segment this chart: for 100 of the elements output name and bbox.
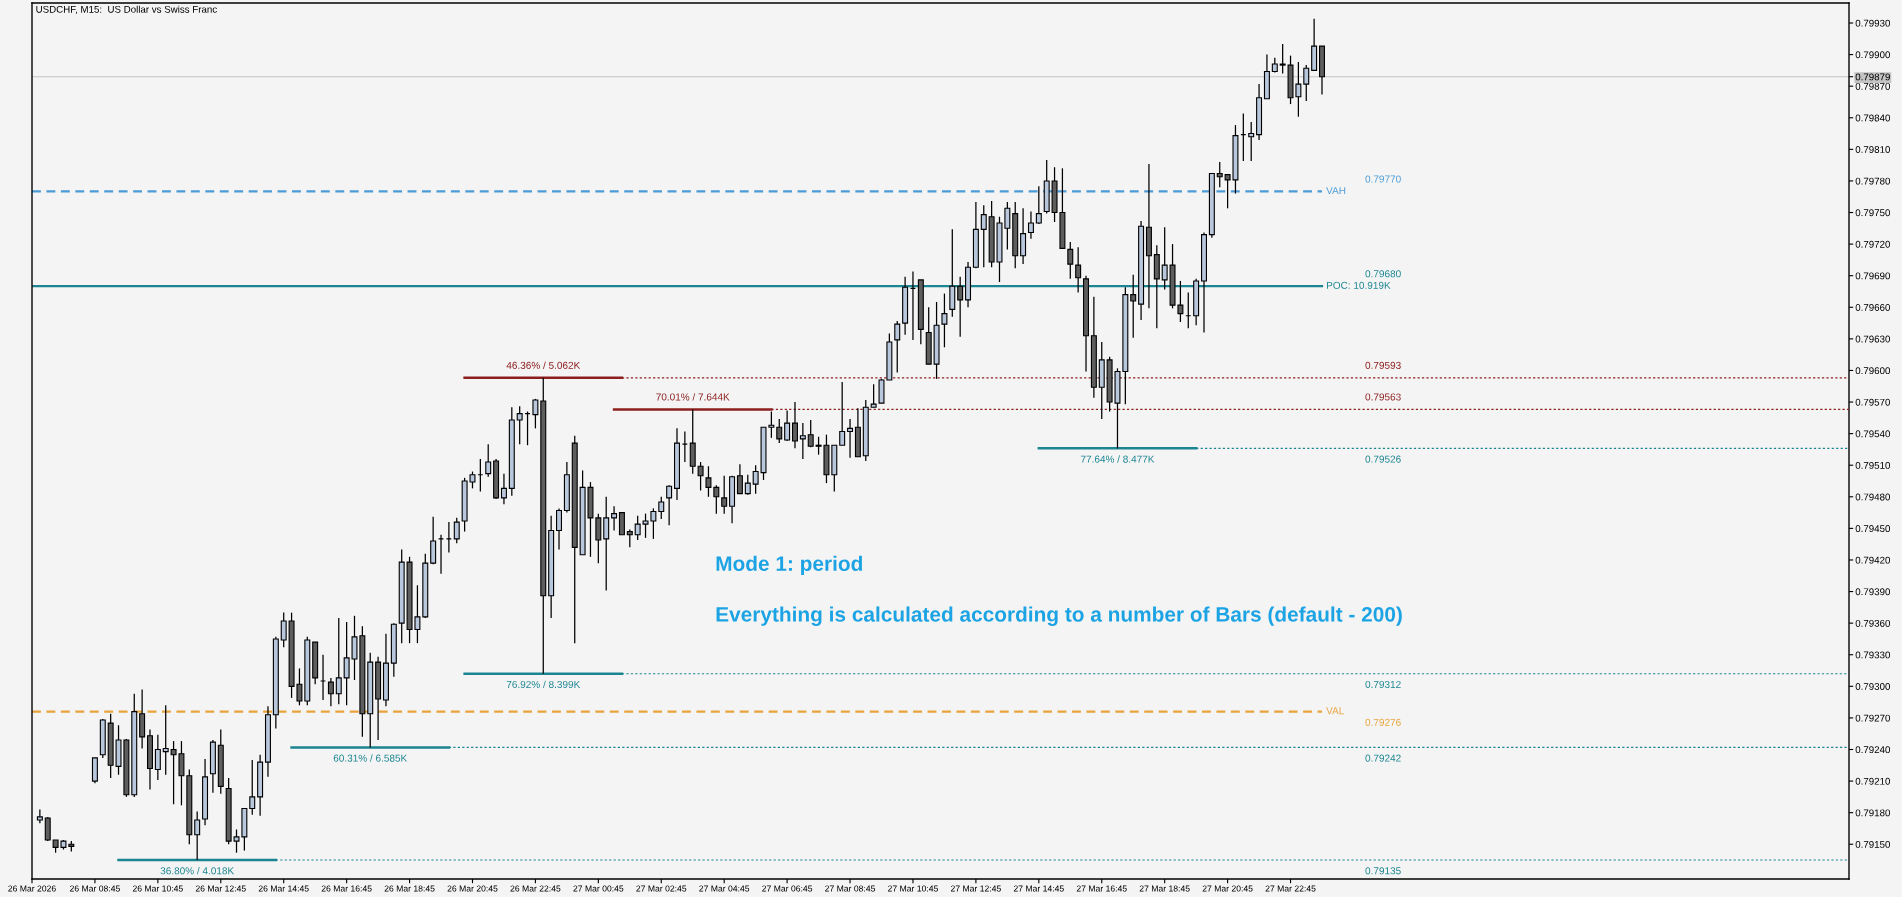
- y-tick-label: 0.79480: [1855, 493, 1891, 501]
- candlestick: [666, 484, 673, 526]
- candlestick: [697, 461, 704, 492]
- x-tick-label: 26 Mar 10:45: [132, 885, 183, 892]
- y-tick-label: 0.79879: [1855, 73, 1890, 81]
- candlestick: [516, 405, 523, 445]
- y-tick-label: 0.79390: [1855, 588, 1891, 596]
- annotation: 0.79526: [1365, 455, 1401, 463]
- y-tick-label: 0.79570: [1855, 398, 1891, 406]
- candlestick: [980, 204, 987, 268]
- candlestick: [194, 810, 201, 861]
- x-tick-label: 27 Mar 08:45: [825, 885, 876, 892]
- x-tick-label: 27 Mar 16:45: [1076, 885, 1127, 892]
- y-tick-label: 0.79870: [1855, 82, 1891, 90]
- candlestick: [658, 496, 665, 520]
- candlestick: [784, 409, 791, 442]
- x-tick-label: 26 Mar 20:45: [447, 885, 498, 892]
- candlestick: [445, 521, 452, 554]
- x-tick-label: 26 Mar 08:45: [69, 885, 120, 892]
- annotation: VAL: [1326, 707, 1344, 715]
- candlestick: [839, 381, 846, 446]
- annotation: 60.31% / 6.585K: [333, 754, 408, 762]
- x-tick-label: 26 Mar 12:45: [195, 885, 246, 892]
- candlestick: [1216, 161, 1223, 188]
- y-tick-label: 0.79540: [1855, 430, 1891, 438]
- candlestick: [556, 507, 563, 551]
- candlestick: [532, 398, 539, 429]
- annotation: 70.01% / 7.644K: [656, 393, 730, 401]
- candlestick: [957, 276, 964, 338]
- candlestick: [91, 757, 98, 784]
- y-tick-label: 0.79930: [1855, 19, 1891, 27]
- x-tick-label: 26 Mar 14:45: [258, 885, 309, 892]
- y-tick-label: 0.79810: [1855, 146, 1891, 153]
- annotation: 0.79242: [1365, 754, 1401, 762]
- annotation: 76.92% / 8.399K: [506, 680, 581, 688]
- x-tick-label: 26 Mar 2026: [8, 885, 56, 892]
- candlestick: [485, 443, 492, 478]
- y-tick-label: 0.79510: [1855, 461, 1891, 469]
- x-tick-label: 26 Mar 16:45: [321, 885, 372, 892]
- candlestick: [36, 808, 43, 824]
- annotation: 77.64% / 8.477K: [1081, 455, 1155, 463]
- y-tick-label: 0.79420: [1855, 556, 1891, 564]
- candlestick: [1075, 246, 1082, 294]
- x-tick-label: 27 Mar 10:45: [888, 885, 938, 892]
- annotation: 36.80% / 4.018K: [160, 866, 235, 875]
- candlestick: [894, 320, 901, 374]
- x-tick-label: 27 Mar 14:45: [1013, 885, 1064, 892]
- candlestick: [721, 475, 728, 515]
- y-tick-label: 0.79750: [1855, 209, 1891, 217]
- candlestick: [1020, 207, 1027, 265]
- y-tick-label: 0.79450: [1855, 525, 1891, 533]
- annotation: Everything is calculated according to a number of Bars (default - 200): [716, 606, 1402, 626]
- y-tick-label: 0.79240: [1855, 746, 1891, 754]
- candlestick: [139, 688, 146, 750]
- candlestick: [1035, 185, 1042, 225]
- y-tick-label: 0.79690: [1855, 272, 1891, 280]
- ref-line-label: 0.79770: [1365, 175, 1401, 183]
- candlestick: [941, 292, 948, 348]
- candlestick: [611, 505, 618, 532]
- x-tick-label: 26 Mar 18:45: [384, 885, 435, 892]
- ref-line-label: 0.79276: [1365, 718, 1401, 726]
- candlestick: [744, 474, 751, 496]
- x-tick-label: 27 Mar 06:45: [762, 885, 813, 892]
- x-tick-label: 27 Mar 02:45: [636, 885, 687, 892]
- candlestick: [327, 677, 334, 707]
- candlestick: [430, 516, 437, 565]
- candlestick: [335, 617, 342, 705]
- x-tick-label: 27 Mar 04:45: [699, 885, 750, 892]
- y-tick-label: 0.79720: [1855, 240, 1891, 248]
- x-tick-label: 27 Mar 20:45: [1202, 885, 1253, 892]
- y-tick-label: 0.79660: [1855, 304, 1891, 311]
- annotation: 0.79312: [1365, 680, 1401, 688]
- candlestick: [500, 473, 507, 505]
- y-tick-label: 0.79180: [1855, 809, 1891, 817]
- x-tick-label: 27 Mar 22:45: [1265, 885, 1316, 892]
- y-tick-label: 0.79300: [1855, 683, 1891, 690]
- y-tick-label: 0.79630: [1855, 335, 1891, 343]
- candlestick: [1130, 274, 1137, 339]
- ref-line-label: 0.79680: [1365, 270, 1401, 278]
- x-tick-label: 26 Mar 22:45: [510, 885, 561, 892]
- candlestick: [791, 401, 798, 449]
- annotation: VAH: [1326, 187, 1346, 195]
- candlestick: [799, 422, 806, 460]
- candlestick: [689, 408, 696, 475]
- candlestick: [1248, 121, 1255, 162]
- candlestick: [736, 463, 743, 495]
- candlestick: [154, 734, 161, 781]
- annotation: 0.79135: [1365, 867, 1401, 875]
- candlestick: [776, 418, 783, 444]
- candlestick: [1303, 64, 1310, 102]
- y-tick-label: 0.79210: [1855, 777, 1891, 785]
- x-tick-label: 27 Mar 00:45: [573, 885, 624, 892]
- x-tick-label: 27 Mar 18:45: [1139, 885, 1190, 892]
- candlestick: [1027, 210, 1034, 240]
- annotation: POC: 10.919K: [1326, 281, 1391, 289]
- candlestick: [1067, 241, 1074, 280]
- annotation: 46.36% / 5.062K: [506, 361, 581, 369]
- candlestick: [603, 496, 610, 592]
- annotation: 0.79593: [1365, 361, 1401, 369]
- y-tick-label: 0.79780: [1855, 177, 1891, 185]
